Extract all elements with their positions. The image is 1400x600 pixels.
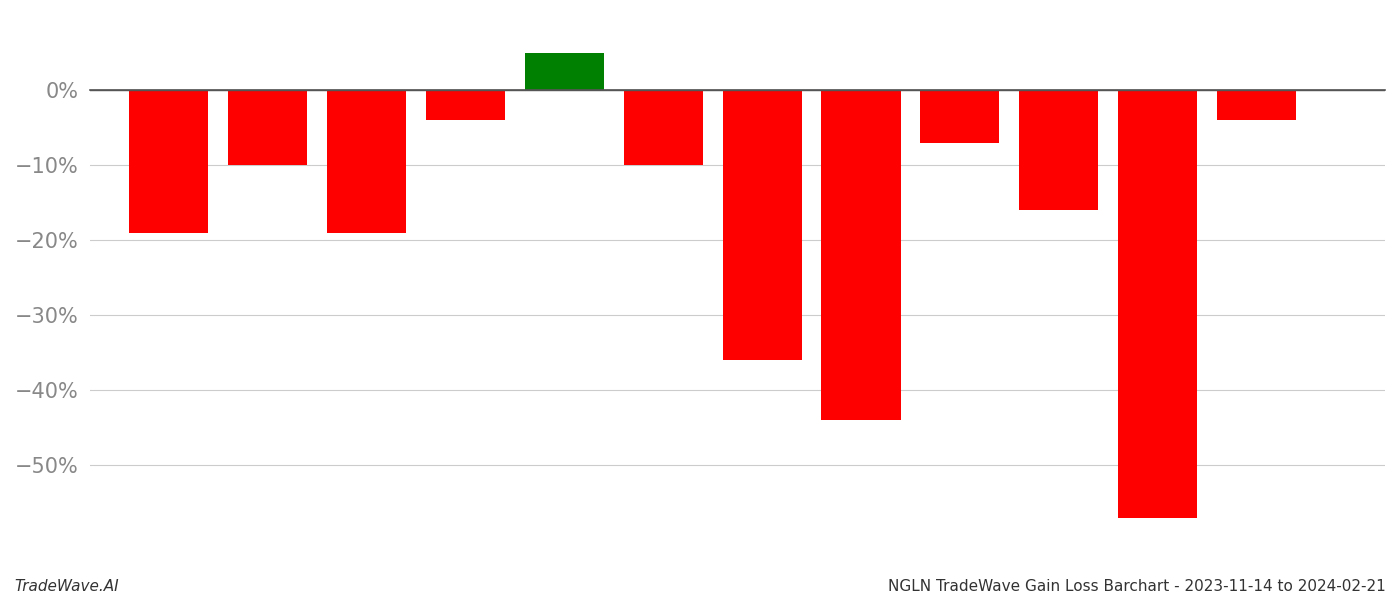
Bar: [1119, 90, 1197, 517]
Text: NGLN TradeWave Gain Loss Barchart - 2023-11-14 to 2024-02-21: NGLN TradeWave Gain Loss Barchart - 2023…: [888, 579, 1386, 594]
Bar: [822, 90, 900, 420]
Bar: [426, 90, 505, 120]
Bar: [1019, 90, 1098, 210]
Bar: [1217, 90, 1296, 120]
Bar: [228, 90, 308, 165]
Bar: [525, 52, 603, 90]
Bar: [328, 90, 406, 232]
Bar: [129, 90, 209, 232]
Text: TradeWave.AI: TradeWave.AI: [14, 579, 119, 594]
Bar: [624, 90, 703, 165]
Bar: [920, 90, 1000, 142]
Bar: [722, 90, 802, 360]
